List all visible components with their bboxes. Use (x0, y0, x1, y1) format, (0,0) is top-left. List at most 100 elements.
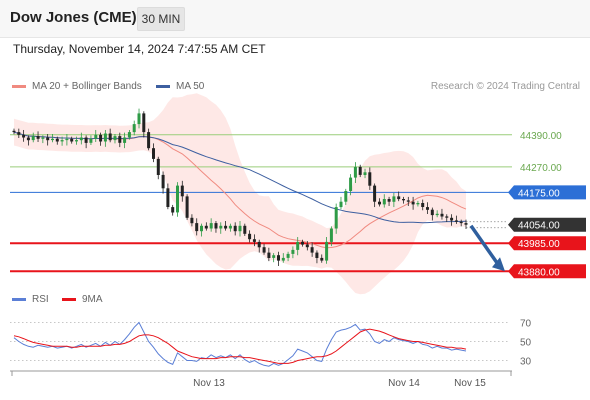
candle-body (127, 132, 131, 138)
candle-body (22, 134, 26, 138)
candle-body (89, 138, 93, 143)
legend-9ma-swatch (62, 297, 76, 301)
x-tick-label: Nov 14 (388, 378, 420, 389)
candle-body (108, 133, 112, 141)
candle-body (378, 201, 381, 205)
candle-body (51, 138, 54, 141)
timeframe-button[interactable]: 30 MIN (137, 7, 185, 31)
candle-body (315, 252, 319, 258)
candle-body (46, 137, 50, 141)
legend-ma50: MA 50 (156, 81, 204, 92)
level-label: 44054.00 (518, 221, 560, 232)
candle-body (17, 132, 21, 135)
candle-body (161, 174, 165, 189)
candle-body (137, 113, 141, 125)
level-label-box (508, 236, 586, 251)
candle-body (166, 188, 170, 207)
candle-body (281, 257, 285, 261)
candle-body (406, 200, 410, 202)
forecast-arrow-shaft (469, 224, 500, 266)
candle-body (339, 201, 343, 208)
candle-body (228, 225, 232, 229)
rsi-line (13, 321, 467, 367)
candle-body (79, 137, 83, 141)
candle-body (204, 225, 208, 229)
candle-body (36, 136, 40, 139)
legend-ma20-bollinger: MA 20 + Bollinger Bands (12, 81, 142, 92)
candle-body (397, 196, 401, 200)
candle-body (75, 140, 78, 142)
candle-body (387, 199, 391, 202)
legend-ma50-swatch (156, 84, 170, 88)
ma50-line (13, 131, 467, 224)
candle-body (329, 228, 333, 242)
candle-body (402, 199, 405, 201)
candle-body (363, 172, 367, 175)
candle-body (147, 132, 151, 149)
candle-body (31, 136, 35, 141)
candle-body (262, 247, 266, 253)
candle-body (118, 136, 122, 143)
candle-body (459, 221, 463, 224)
candle-body (421, 203, 425, 207)
candle-body (325, 241, 329, 261)
legend-9ma: 9MA (62, 294, 103, 305)
candle-body (113, 136, 117, 141)
candle-body (272, 255, 276, 258)
candle-body (180, 185, 184, 197)
candle-body (152, 148, 155, 159)
candle-body (94, 134, 98, 139)
candle-body (286, 253, 290, 258)
candle-body (435, 213, 439, 216)
candle-body (416, 203, 420, 205)
candle-body (267, 252, 271, 258)
candle-body (209, 223, 213, 229)
candle-body (132, 124, 136, 133)
candle-body (368, 172, 372, 186)
candle-body (214, 223, 218, 229)
candle-body (349, 177, 353, 191)
candle-body (334, 207, 338, 229)
candle-body (310, 247, 314, 253)
candle-body (219, 225, 223, 229)
candle-body (233, 225, 237, 232)
candle-body (277, 255, 280, 261)
candle-body (358, 166, 362, 175)
candle-body (65, 138, 69, 141)
candle-body (224, 225, 228, 229)
candle-body (123, 137, 127, 143)
legend-rsi-label: RSI (32, 294, 49, 305)
candle-body (185, 196, 189, 218)
candle-body (257, 241, 261, 248)
legend-9ma-label: 9MA (82, 294, 103, 305)
chart-timestamp: Thursday, November 14, 2024 7:47:55 AM C… (13, 42, 266, 56)
candle-body (41, 137, 45, 139)
candle-body (426, 207, 429, 210)
level-label: 44270.00 (520, 163, 562, 174)
level-label: 44390.00 (520, 131, 562, 142)
level-label-box (508, 217, 586, 232)
x-tick-label: Nov 15 (454, 378, 486, 389)
candle-body (190, 217, 194, 224)
candle-body (252, 239, 256, 242)
candle-body (248, 233, 252, 240)
candle-body (296, 241, 300, 250)
candle-body (373, 185, 377, 202)
level-label: 44175.00 (518, 188, 560, 199)
candle-body (84, 137, 88, 143)
legend-ma20-swatch (12, 84, 26, 88)
instrument-title: Dow Jones (CME) (10, 9, 137, 26)
candle-body (440, 213, 444, 217)
level-label: 43985.00 (518, 239, 560, 250)
candle-body (12, 130, 16, 133)
candle-body (454, 220, 458, 222)
candle-body (430, 209, 434, 216)
candle-body (301, 241, 304, 245)
candle-body (464, 223, 468, 225)
rsi-tick-label: 50 (520, 338, 532, 349)
x-tick-label: Nov 13 (193, 378, 225, 389)
candle-body (99, 134, 103, 142)
candle-body (200, 225, 203, 232)
level-label-box (508, 185, 586, 200)
